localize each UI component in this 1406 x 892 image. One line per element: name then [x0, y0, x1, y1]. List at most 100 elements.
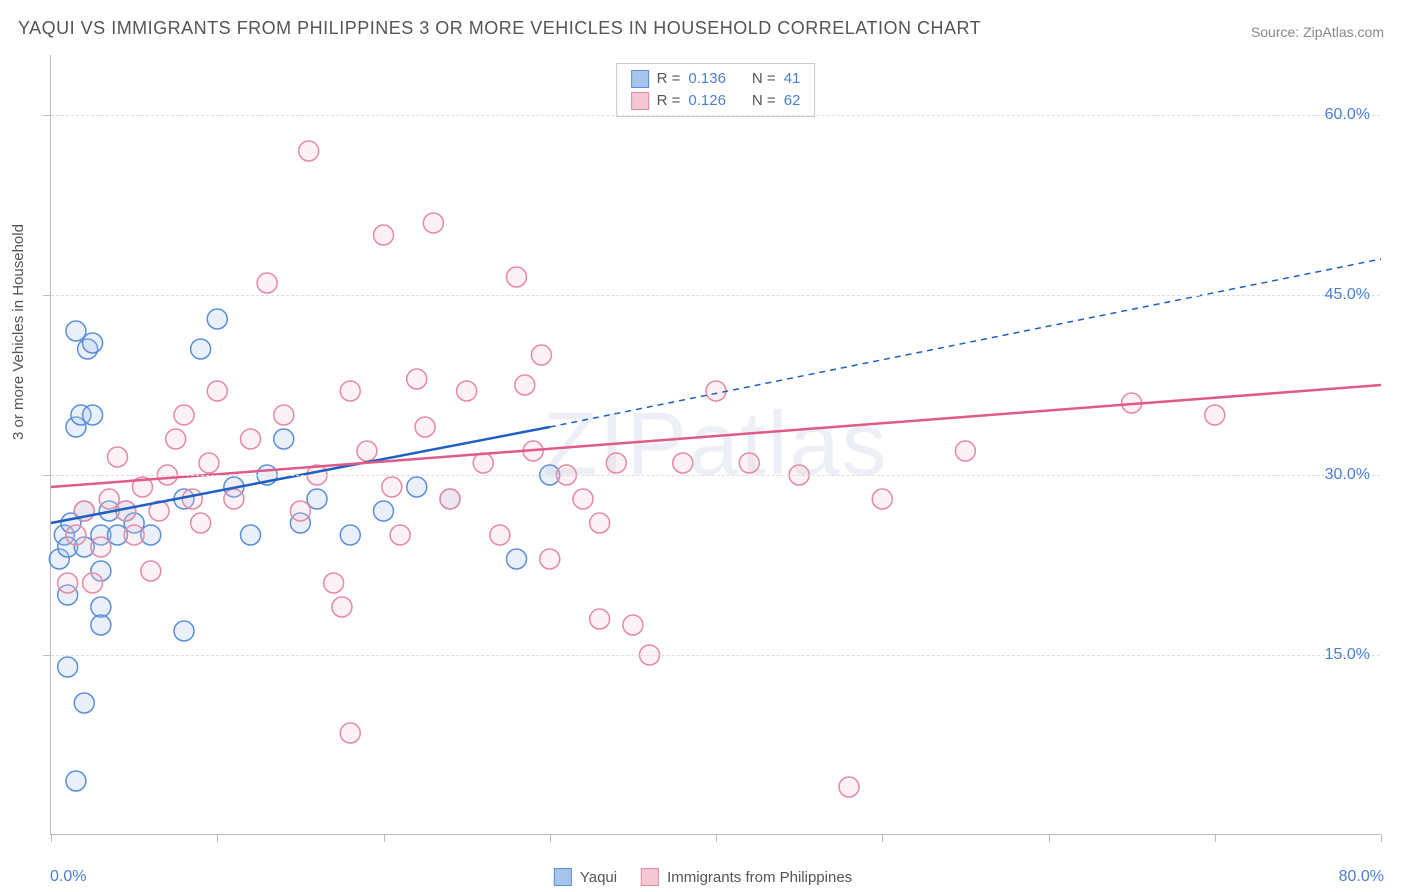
data-point-philippines: [473, 453, 493, 473]
x-tick: [550, 834, 551, 842]
data-point-philippines: [955, 441, 975, 461]
data-point-philippines: [274, 405, 294, 425]
data-point-philippines: [490, 525, 510, 545]
data-point-philippines: [673, 453, 693, 473]
data-point-philippines: [606, 453, 626, 473]
data-point-philippines: [108, 447, 128, 467]
data-point-philippines: [623, 615, 643, 635]
data-point-philippines: [540, 549, 560, 569]
data-point-philippines: [423, 213, 443, 233]
data-point-yaqui: [207, 309, 227, 329]
plot-svg: [51, 55, 1380, 834]
data-point-yaqui: [83, 405, 103, 425]
data-point-philippines: [166, 429, 186, 449]
data-point-philippines: [590, 513, 610, 533]
data-point-philippines: [507, 267, 527, 287]
data-point-philippines: [706, 381, 726, 401]
stats-row-yaqui: R = 0.136 N = 41: [631, 68, 801, 90]
swatch-philippines-bottom: [641, 868, 659, 886]
gridline: [51, 475, 1380, 476]
legend-item-yaqui: Yaqui: [554, 868, 617, 886]
swatch-philippines: [631, 92, 649, 110]
data-point-yaqui: [274, 429, 294, 449]
swatch-yaqui: [631, 70, 649, 88]
data-point-yaqui: [340, 525, 360, 545]
data-point-philippines: [199, 453, 219, 473]
x-tick: [217, 834, 218, 842]
x-axis-min-label: 0.0%: [50, 868, 86, 886]
data-point-yaqui: [91, 615, 111, 635]
gridline: [51, 295, 1380, 296]
data-point-philippines: [182, 489, 202, 509]
data-point-philippines: [290, 501, 310, 521]
data-point-philippines: [739, 453, 759, 473]
data-point-yaqui: [66, 321, 86, 341]
data-point-philippines: [407, 369, 427, 389]
swatch-yaqui-bottom: [554, 868, 572, 886]
y-tick-label: 30.0%: [1325, 466, 1370, 484]
r-label: R =: [657, 68, 681, 90]
data-point-philippines: [191, 513, 211, 533]
x-tick: [1215, 834, 1216, 842]
data-point-philippines: [590, 609, 610, 629]
data-point-philippines: [174, 405, 194, 425]
data-point-yaqui: [507, 549, 527, 569]
gridline: [51, 655, 1380, 656]
y-tick-label: 60.0%: [1325, 106, 1370, 124]
data-point-philippines: [340, 723, 360, 743]
plot-area: ZIPatlas R = 0.136 N = 41 R = 0.126 N = …: [50, 55, 1380, 835]
data-point-philippines: [207, 381, 227, 401]
data-point-philippines: [457, 381, 477, 401]
data-point-yaqui: [191, 339, 211, 359]
x-tick: [882, 834, 883, 842]
data-point-yaqui: [74, 693, 94, 713]
y-tick-label: 15.0%: [1325, 646, 1370, 664]
n-label: N =: [752, 90, 776, 112]
data-point-philippines: [839, 777, 859, 797]
data-point-philippines: [299, 141, 319, 161]
data-point-philippines: [99, 489, 119, 509]
data-point-philippines: [340, 381, 360, 401]
y-axis-label: 3 or more Vehicles in Household: [10, 224, 27, 440]
data-point-philippines: [382, 477, 402, 497]
y-tick: [43, 475, 51, 476]
y-tick: [43, 115, 51, 116]
n-label: N =: [752, 68, 776, 90]
trendline-dashed-yaqui: [550, 259, 1381, 427]
data-point-philippines: [324, 573, 344, 593]
y-tick: [43, 295, 51, 296]
gridline: [51, 115, 1380, 116]
data-point-yaqui: [58, 657, 78, 677]
data-point-philippines: [124, 525, 144, 545]
y-tick-label: 45.0%: [1325, 286, 1370, 304]
data-point-philippines: [415, 417, 435, 437]
data-point-philippines: [58, 573, 78, 593]
n-value-yaqui: 41: [784, 68, 801, 90]
data-point-philippines: [872, 489, 892, 509]
data-point-philippines: [531, 345, 551, 365]
n-value-philippines: 62: [784, 90, 801, 112]
r-label: R =: [657, 90, 681, 112]
data-point-philippines: [390, 525, 410, 545]
data-point-philippines: [440, 489, 460, 509]
data-point-yaqui: [374, 501, 394, 521]
data-point-philippines: [332, 597, 352, 617]
data-point-philippines: [515, 375, 535, 395]
stats-legend: R = 0.136 N = 41 R = 0.126 N = 62: [616, 63, 816, 117]
chart-container: YAQUI VS IMMIGRANTS FROM PHILIPPINES 3 O…: [0, 0, 1406, 892]
source-label: Source: ZipAtlas.com: [1251, 24, 1384, 40]
data-point-philippines: [224, 489, 244, 509]
r-value-philippines: 0.126: [688, 90, 726, 112]
data-point-philippines: [257, 273, 277, 293]
data-point-philippines: [241, 429, 261, 449]
data-point-yaqui: [174, 621, 194, 641]
data-point-philippines: [83, 573, 103, 593]
series-legend: Yaqui Immigrants from Philippines: [554, 868, 852, 886]
y-tick: [43, 655, 51, 656]
legend-item-philippines: Immigrants from Philippines: [641, 868, 852, 886]
r-value-yaqui: 0.136: [688, 68, 726, 90]
x-axis-max-label: 80.0%: [1339, 868, 1384, 886]
x-tick: [1381, 834, 1382, 842]
data-point-philippines: [573, 489, 593, 509]
stats-row-philippines: R = 0.126 N = 62: [631, 90, 801, 112]
